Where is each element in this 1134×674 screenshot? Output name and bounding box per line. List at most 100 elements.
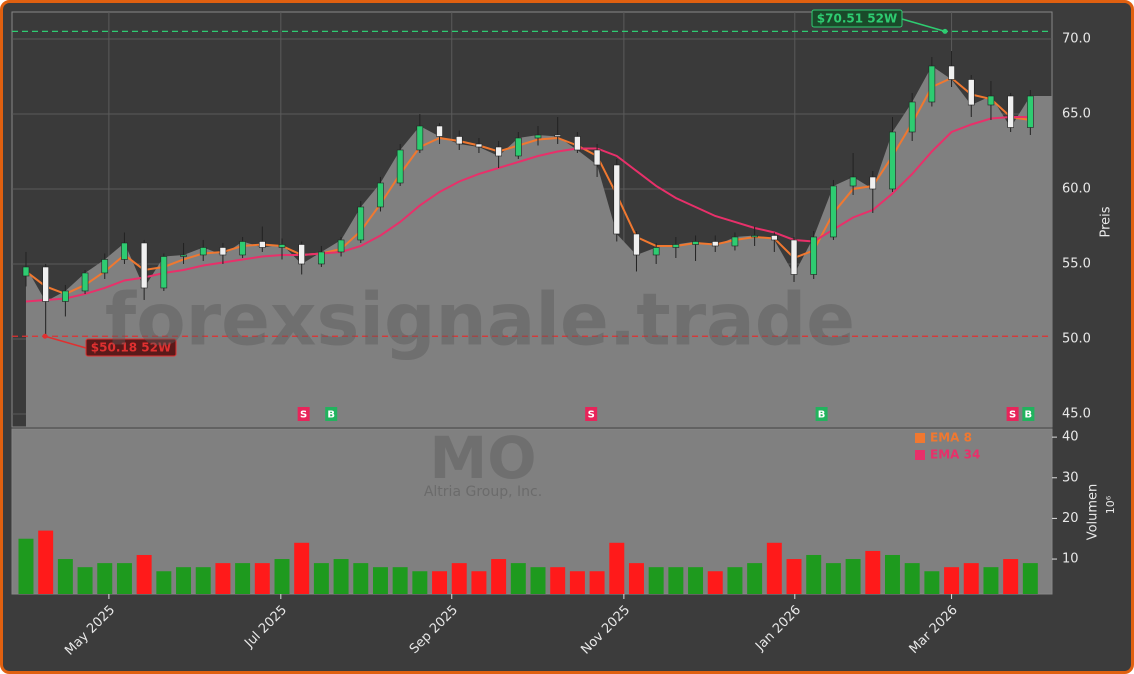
signal-label: B <box>327 410 335 421</box>
volume-bar <box>1022 563 1038 594</box>
volume-bar <box>944 567 960 594</box>
candle-body <box>475 143 483 148</box>
signal-marker <box>1006 407 1019 421</box>
signal-label: B <box>1025 410 1033 421</box>
candle-body <box>869 176 877 190</box>
volume-axis-label: Volumen <box>1086 484 1101 541</box>
volume-bar <box>628 563 644 594</box>
candle-body <box>790 239 798 275</box>
legend-label: EMA 34 <box>930 448 980 462</box>
signal-label: S <box>588 410 595 421</box>
volume-bar <box>392 567 408 594</box>
volume-bar <box>727 567 743 594</box>
watermark: forexsignale.trade <box>105 278 855 362</box>
volume-bar <box>786 559 802 594</box>
y-tick-label: 50.0 <box>1062 331 1091 346</box>
signal-label: B <box>818 410 826 421</box>
signal-marker <box>1022 407 1035 421</box>
candle-body <box>318 251 325 265</box>
volume-bar <box>609 542 625 594</box>
candle-body <box>771 235 778 241</box>
y-tick-label: 70.0 <box>1062 31 1091 46</box>
candle-body <box>22 266 30 277</box>
volume-bar <box>550 567 566 594</box>
volume-bar <box>451 563 467 594</box>
signal-marker <box>297 407 310 421</box>
y-tick-label: 65.0 <box>1062 106 1091 121</box>
y-tick-label: 60.0 <box>1062 181 1091 196</box>
volume-bar <box>510 563 526 594</box>
ema-line <box>25 76 1031 296</box>
candle-body <box>593 149 601 166</box>
volume-bar <box>294 542 310 594</box>
candle-body <box>396 149 404 184</box>
volume-bar <box>845 559 861 594</box>
volume-bar <box>530 567 546 594</box>
volume-bar <box>432 571 448 594</box>
y-tick-label: 10 <box>1062 552 1079 567</box>
volume-bar <box>688 567 704 594</box>
volume-bar <box>825 563 841 594</box>
legend-label: EMA 8 <box>930 431 972 445</box>
volume-bar <box>372 567 388 594</box>
ema-line <box>25 115 1031 303</box>
volume-bar <box>707 571 723 594</box>
volume-bar <box>1003 559 1019 594</box>
volume-bar <box>353 563 369 594</box>
y-tick-label: 30 <box>1062 470 1079 485</box>
candle-body <box>121 242 128 260</box>
candle-body <box>337 239 345 253</box>
legend-swatch <box>915 450 925 460</box>
volume-bar <box>806 554 822 594</box>
reference-label: $70.51 52W <box>817 12 897 26</box>
volume-bar <box>77 567 93 594</box>
candle-body <box>692 241 699 245</box>
reference-label: $50.18 52W <box>91 341 171 355</box>
candle-body <box>652 247 660 256</box>
candle-body <box>199 247 207 256</box>
y-tick-label: 45.0 <box>1062 406 1091 421</box>
company-watermark: Altria Group, Inc. <box>424 484 542 500</box>
volume-bar <box>235 563 251 594</box>
candle-body <box>810 236 818 275</box>
volume-bar <box>885 554 900 594</box>
candle-body <box>278 244 286 248</box>
candle-body <box>928 65 936 103</box>
candle-body <box>140 242 148 289</box>
candle-body <box>259 241 266 248</box>
volume-bar <box>471 571 487 594</box>
volume-bar <box>766 542 782 594</box>
candle-body <box>613 164 621 235</box>
volume-bar <box>156 571 172 594</box>
volume-bar <box>412 571 428 594</box>
candle-body <box>495 146 502 157</box>
volume-bar <box>313 563 329 594</box>
volume-bar <box>865 550 881 594</box>
legend-swatch <box>915 433 925 443</box>
volume-bar <box>116 563 132 594</box>
candle-body <box>889 131 896 190</box>
candle-body <box>377 182 384 208</box>
signal-label: S <box>1009 410 1016 421</box>
candle-body <box>62 290 69 302</box>
candle-body <box>515 137 522 157</box>
candle-body <box>672 244 680 248</box>
volume-bar <box>97 563 113 594</box>
candle-body <box>219 247 227 256</box>
volume-bar <box>589 571 605 594</box>
candle-body <box>908 101 916 133</box>
signal-label: S <box>300 410 307 421</box>
candle-body <box>830 185 837 238</box>
candle-body <box>1007 95 1014 128</box>
reference-arrow <box>44 335 87 349</box>
ticker-watermark: MO <box>429 424 536 492</box>
volume-bar <box>215 563 231 594</box>
volume-bar <box>136 554 152 594</box>
y-tick-label: 20 <box>1062 511 1079 526</box>
candle-body <box>574 136 581 151</box>
volume-bar <box>195 567 211 594</box>
candle-body <box>948 65 955 80</box>
candle-body <box>455 136 463 145</box>
volume-bar <box>254 563 270 594</box>
